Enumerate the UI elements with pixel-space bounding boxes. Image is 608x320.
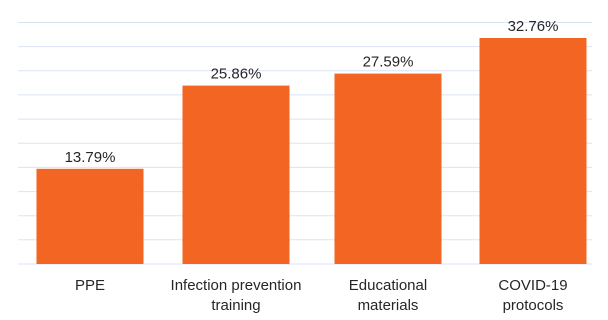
x-tick-label-line: Educational — [349, 277, 427, 294]
x-tick-label-line: PPE — [75, 277, 105, 294]
x-tick-label: Infection prevention training — [171, 277, 302, 314]
data-label: 25.86% — [211, 66, 262, 83]
x-axis-tick-labels: PPE Infection prevention training Education… — [75, 277, 568, 314]
bar — [334, 73, 442, 264]
x-tick-label: Educational materials — [349, 277, 427, 314]
data-label: 27.59% — [363, 54, 414, 71]
x-tick-label-line: protocols — [503, 297, 564, 314]
data-labels: 13.79% 25.86% 27.59% 32.76% — [65, 18, 559, 166]
x-tick-label: COVID-19 protocols — [498, 277, 567, 314]
data-label: 32.76% — [508, 18, 559, 35]
bars — [36, 38, 587, 264]
bar — [36, 168, 144, 264]
x-tick-label-line: Infection prevention — [171, 277, 302, 294]
x-tick-label: PPE — [75, 277, 105, 294]
bar — [182, 85, 290, 264]
data-label: 13.79% — [65, 149, 116, 166]
x-tick-label-line: training — [211, 297, 260, 314]
x-tick-label-line: materials — [358, 297, 419, 314]
bar — [479, 38, 587, 264]
x-tick-label-line: COVID-19 — [498, 277, 567, 294]
